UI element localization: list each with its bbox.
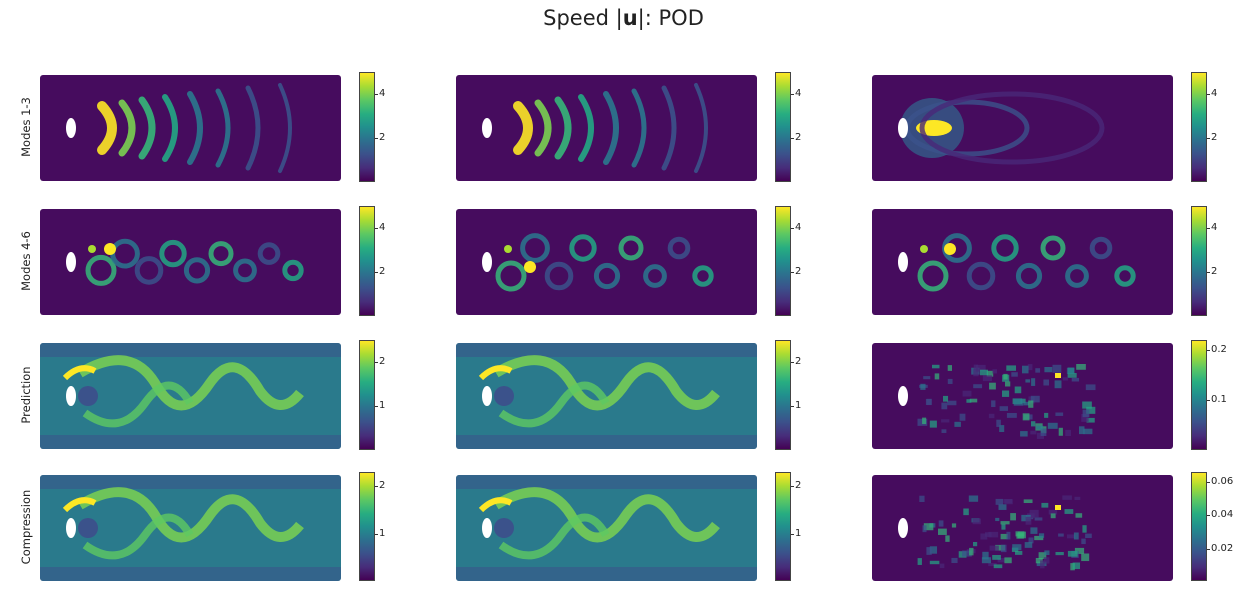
colorbar — [775, 340, 791, 450]
row-label: Modes 4-6 — [19, 231, 33, 291]
heatmap-panel — [456, 343, 757, 449]
heatmap-field — [456, 475, 757, 581]
colorbar — [1191, 72, 1207, 182]
colorbar-tick-label: 0.2 — [1207, 344, 1227, 355]
heatmap-panel — [456, 475, 757, 581]
heatmap-field — [40, 209, 341, 315]
heatmap-panel — [872, 209, 1173, 315]
row-label: Modes 1-3 — [19, 97, 33, 157]
heatmap-panel — [40, 209, 341, 315]
colorbar-tick-label: 4 — [1206, 222, 1218, 233]
heatmap-field — [872, 343, 1173, 449]
colorbar — [359, 206, 375, 316]
colorbar — [1191, 340, 1207, 450]
colorbar — [359, 340, 375, 450]
heatmap-field — [872, 209, 1173, 315]
colorbar-tick-label: 4 — [790, 222, 802, 233]
heatmap-panel — [872, 75, 1173, 181]
colorbar-tick-label: 2 — [374, 266, 386, 277]
colorbar — [775, 472, 791, 581]
colorbar-tick-label: 2 — [790, 356, 802, 367]
colorbar-tick-label: 2 — [1206, 132, 1218, 143]
heatmap-panel — [872, 475, 1173, 581]
colorbar-tick-label: 4 — [374, 222, 386, 233]
heatmap-panel — [872, 343, 1173, 449]
colorbar-tick-label: 0.06 — [1206, 476, 1234, 487]
heatmap-field — [456, 343, 757, 449]
colorbar-tick-label: 2 — [374, 356, 386, 367]
heatmap-field — [872, 475, 1173, 581]
colorbar — [359, 472, 375, 581]
heatmap-field — [872, 75, 1173, 181]
heatmap-field — [40, 343, 341, 449]
heatmap-panel — [456, 75, 757, 181]
chart-title: Speed |u|: POD — [543, 6, 704, 30]
colorbar — [1191, 472, 1207, 581]
colorbar — [1191, 206, 1207, 316]
colorbar-tick-label: 4 — [374, 88, 386, 99]
row-label: Compression — [19, 489, 33, 565]
colorbar-tick-label: 4 — [790, 88, 802, 99]
colorbar-tick-label: 1 — [374, 400, 386, 411]
heatmap-field — [456, 75, 757, 181]
colorbar-tick-label: 2 — [1206, 266, 1218, 277]
colorbar — [775, 206, 791, 316]
colorbar-tick-label: 2 — [790, 480, 802, 492]
row-label: Prediction — [19, 366, 33, 424]
colorbar-tick-label: 4 — [1206, 88, 1218, 99]
colorbar-tick-label: 2 — [790, 132, 802, 143]
colorbar-tick-label: 2 — [374, 480, 386, 492]
colorbar-tick-label: 2 — [790, 266, 802, 277]
colorbar-tick-label: 0.02 — [1206, 542, 1234, 554]
colorbar-tick-label: 2 — [374, 132, 386, 143]
colorbar — [775, 72, 791, 182]
heatmap-field — [456, 209, 757, 315]
colorbar-tick-label: 1 — [374, 528, 386, 540]
colorbar — [359, 72, 375, 182]
heatmap-panel — [40, 475, 341, 581]
heatmap-field — [40, 75, 341, 181]
heatmap-field — [40, 475, 341, 581]
heatmap-panel — [456, 209, 757, 315]
heatmap-panel — [40, 75, 341, 181]
heatmap-panel — [40, 343, 341, 449]
colorbar-tick-label: 0.04 — [1206, 509, 1234, 521]
colorbar-tick-label: 1 — [790, 528, 802, 540]
colorbar-tick-label: 1 — [790, 400, 802, 411]
colorbar-tick-label: 0.1 — [1207, 394, 1227, 405]
